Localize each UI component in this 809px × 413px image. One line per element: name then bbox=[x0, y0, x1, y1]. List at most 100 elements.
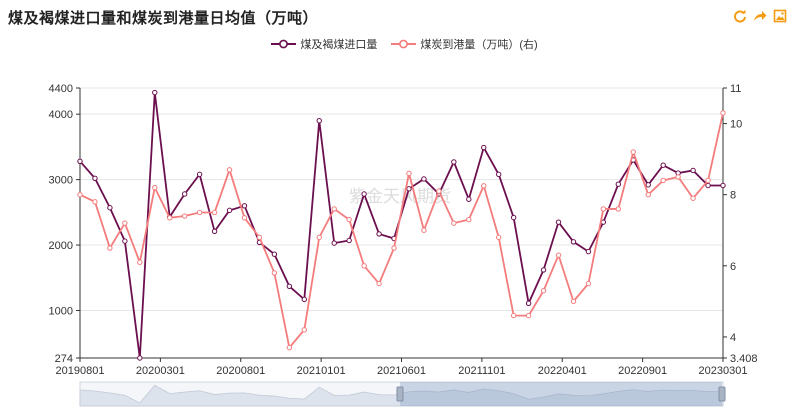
data-point bbox=[585, 280, 592, 287]
data-point bbox=[585, 248, 592, 255]
zoom-selection bbox=[400, 382, 722, 406]
x-axis: 20190801 20200301 20200801 20210101 20210601… bbox=[56, 357, 747, 377]
data-point bbox=[256, 234, 263, 241]
data-point bbox=[570, 239, 577, 245]
data-point bbox=[152, 184, 158, 191]
share-icon[interactable] bbox=[753, 9, 767, 23]
legend-label-import: 煤及褐煤进口量 bbox=[300, 39, 378, 51]
data-point bbox=[361, 191, 367, 197]
right-tick-label: 11 bbox=[730, 83, 741, 95]
data-point bbox=[705, 182, 711, 189]
data-point bbox=[271, 251, 278, 257]
data-zoom-slider bbox=[79, 381, 726, 407]
data-point bbox=[421, 227, 427, 233]
data-point bbox=[316, 234, 322, 241]
data-point bbox=[301, 296, 308, 303]
left-tick-label: 274 bbox=[55, 353, 73, 365]
left-y-axis: 274 1000 2000 3000 4000 4400 bbox=[49, 83, 81, 365]
series-arrival bbox=[77, 110, 726, 351]
zoom-handle[interactable] bbox=[718, 386, 726, 402]
data-point bbox=[391, 245, 397, 251]
data-point bbox=[660, 177, 666, 184]
data-point bbox=[570, 298, 577, 305]
x-tick-label: 20211101 bbox=[458, 365, 505, 377]
data-point bbox=[690, 195, 696, 201]
data-point bbox=[555, 219, 562, 225]
refresh-icon[interactable] bbox=[733, 9, 747, 23]
data-point bbox=[495, 171, 502, 178]
data-point bbox=[540, 288, 547, 294]
series-line bbox=[79, 92, 723, 359]
data-point bbox=[451, 220, 457, 226]
legend-item-import[interactable]: 煤及褐煤进口量 bbox=[271, 36, 377, 52]
data-point bbox=[615, 206, 622, 212]
data-point bbox=[660, 162, 666, 168]
data-point bbox=[376, 231, 382, 237]
data-point bbox=[436, 188, 442, 194]
right-tick-label: 10 bbox=[730, 119, 742, 131]
data-point bbox=[600, 206, 607, 212]
data-point bbox=[481, 183, 487, 189]
data-point bbox=[196, 209, 203, 216]
data-point bbox=[525, 312, 532, 319]
x-tick-label: 20220401 bbox=[538, 365, 587, 377]
data-point bbox=[122, 238, 128, 244]
right-tick-label: 4 bbox=[730, 332, 736, 344]
series-line bbox=[79, 112, 724, 350]
data-point bbox=[226, 207, 233, 214]
data-point bbox=[241, 203, 248, 209]
x-tick-label: 20210101 bbox=[297, 365, 346, 377]
data-point bbox=[92, 199, 98, 205]
legend-item-arrival[interactable]: 煤炭到港量（万吨）(右) bbox=[391, 36, 538, 52]
data-point bbox=[167, 215, 173, 221]
series-import bbox=[77, 89, 726, 361]
data-point bbox=[376, 280, 382, 287]
data-point bbox=[510, 214, 517, 221]
data-point bbox=[211, 228, 218, 235]
right-tick-label: 8 bbox=[730, 190, 736, 202]
right-y-axis: 3.408 4 6 8 10 11 bbox=[722, 83, 758, 365]
data-point bbox=[540, 267, 547, 273]
data-point bbox=[301, 327, 308, 333]
data-point bbox=[466, 196, 472, 202]
data-point bbox=[406, 186, 412, 192]
data-point bbox=[181, 191, 188, 197]
left-tick-label: 4000 bbox=[49, 109, 73, 121]
left-tick-label: 2000 bbox=[49, 240, 73, 252]
data-point bbox=[196, 171, 203, 178]
data-point bbox=[690, 167, 696, 174]
data-point bbox=[331, 206, 337, 212]
data-point bbox=[107, 245, 113, 251]
data-point bbox=[77, 158, 83, 164]
data-point bbox=[77, 191, 83, 198]
data-point bbox=[361, 263, 367, 269]
left-tick-label: 3000 bbox=[49, 175, 73, 187]
data-point bbox=[466, 216, 472, 223]
data-point bbox=[675, 174, 681, 180]
toolbox bbox=[733, 9, 787, 23]
data-point bbox=[421, 176, 427, 182]
zoom-handle[interactable] bbox=[396, 386, 404, 402]
data-point bbox=[152, 89, 158, 96]
data-point bbox=[481, 144, 487, 151]
data-point bbox=[510, 312, 517, 319]
data-point bbox=[286, 344, 293, 351]
grid-lines bbox=[80, 87, 723, 311]
data-point bbox=[451, 159, 457, 165]
data-point bbox=[226, 167, 233, 173]
data-point bbox=[720, 182, 726, 189]
data-point bbox=[137, 259, 143, 265]
data-point bbox=[241, 215, 248, 221]
left-tick-label: 4400 bbox=[49, 83, 73, 95]
data-point bbox=[137, 355, 143, 361]
x-tick-label: 20190801 bbox=[56, 365, 105, 377]
x-tick-label: 20210601 bbox=[377, 365, 426, 377]
data-point bbox=[107, 205, 113, 211]
save-image-icon[interactable] bbox=[773, 9, 787, 23]
data-point bbox=[181, 213, 188, 219]
chart-title: 煤及褐煤进口量和煤炭到港量日均值（万吨） bbox=[8, 9, 319, 27]
data-point bbox=[92, 175, 98, 182]
data-point bbox=[331, 240, 337, 246]
data-point bbox=[495, 234, 502, 241]
x-tick-label: 20200801 bbox=[216, 365, 265, 377]
